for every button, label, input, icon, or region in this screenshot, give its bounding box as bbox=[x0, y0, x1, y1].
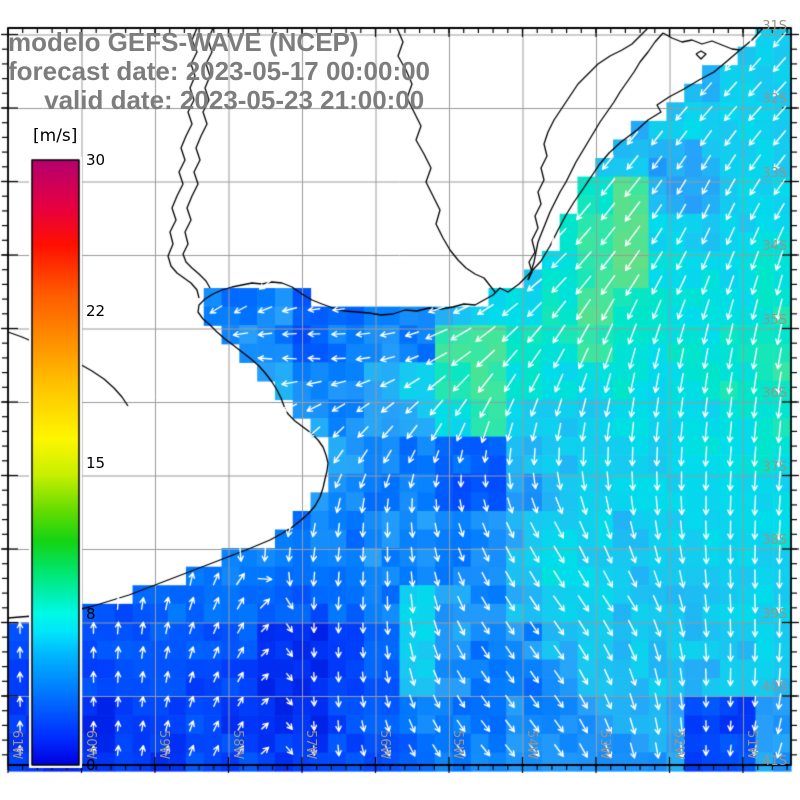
wind-field-map-canvas bbox=[0, 0, 800, 800]
wave-model-figure: modelo GEFS-WAVE (NCEP) forecast date: 2… bbox=[0, 0, 800, 800]
